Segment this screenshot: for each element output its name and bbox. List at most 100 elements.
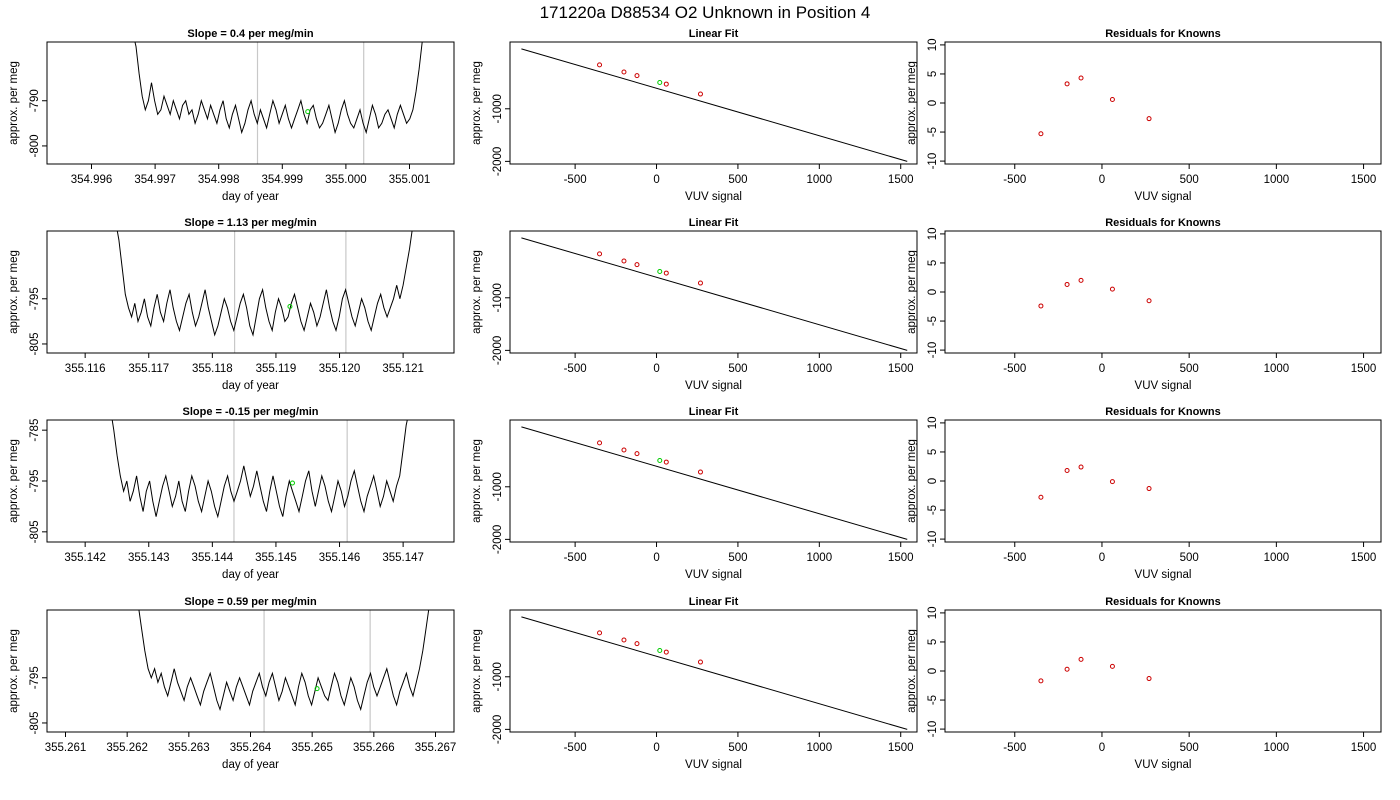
known-point <box>663 81 669 87</box>
x-tick-label: 1000 <box>807 174 833 186</box>
x-tick-label: 1500 <box>888 742 914 754</box>
x-tick-label: 355.144 <box>192 552 234 564</box>
plot-area <box>521 426 908 540</box>
known-point <box>663 459 669 465</box>
y-tick-label: 5 <box>927 449 939 455</box>
y-axis-label: approx. per meg <box>906 61 918 145</box>
residuals-panel: Residuals for Knowns -500 0 500 1000 1500 -10 -… <box>906 217 1382 392</box>
x-tick-label: 355.116 <box>65 363 106 375</box>
known-point <box>634 641 640 647</box>
plot-area <box>521 616 908 730</box>
panel-frame <box>46 419 455 543</box>
unknown-point <box>289 480 295 486</box>
panel-title: Residuals for Knowns <box>1105 217 1221 229</box>
x-tick-label: 1000 <box>807 363 833 375</box>
x-tick-label: 355.267 <box>415 742 457 754</box>
y-axis-label: approx. per meg <box>8 250 20 334</box>
x-tick-label: 355.146 <box>319 552 361 564</box>
x-axis-label: VUV signal <box>1135 380 1192 392</box>
y-tick-label: -805 <box>29 711 41 734</box>
known-point <box>697 659 703 665</box>
panel-title: Slope = 0.4 per meg/min <box>187 28 314 40</box>
x-axis-label: day of year <box>222 759 279 771</box>
x-tick-label: 355.120 <box>319 363 361 375</box>
residual-point <box>1064 468 1070 474</box>
y-axis-label: approx. per meg <box>471 250 483 334</box>
unknown-point <box>657 268 663 274</box>
residual-point <box>1038 303 1044 309</box>
panel-frame <box>944 41 1382 165</box>
x-tick-label: -500 <box>564 363 587 375</box>
y-tick-label: -2000 <box>492 525 504 554</box>
plot-area <box>116 231 413 353</box>
y-axis-label: approx. per meg <box>8 439 20 523</box>
unknown-point <box>657 457 663 463</box>
residual-point <box>1109 97 1115 103</box>
plot-area <box>1038 656 1152 684</box>
y-tick-label: 5 <box>927 71 939 77</box>
x-tick-label: 1000 <box>807 552 833 564</box>
plot-area <box>1038 75 1152 137</box>
series-trace <box>134 42 423 135</box>
plot-area <box>138 610 430 732</box>
unknown-point <box>287 303 293 309</box>
figure-title: 171220a D88534 O2 Unknown in Position 4 <box>540 3 871 22</box>
y-tick-label: -785 <box>29 419 41 442</box>
x-tick-label: -500 <box>564 552 587 564</box>
x-axis-label: day of year <box>222 191 279 203</box>
y-tick-label: 10 <box>927 607 939 620</box>
panel-title: Slope = -0.15 per meg/min <box>182 406 318 418</box>
y-tick-label: -5 <box>927 316 939 326</box>
x-tick-label: 355.145 <box>255 552 297 564</box>
x-tick-label: 1500 <box>888 363 914 375</box>
x-tick-label: 0 <box>653 552 659 564</box>
y-axis-label: approx. per meg <box>8 629 20 713</box>
x-tick-label: 1000 <box>1264 174 1290 186</box>
x-tick-label: 0 <box>653 742 659 754</box>
y-tick-label: 0 <box>927 100 939 106</box>
y-tick-label: -795 <box>29 666 41 689</box>
x-tick-label: 355.142 <box>64 552 106 564</box>
residual-point <box>1078 464 1084 470</box>
panel-frame <box>944 609 1382 733</box>
residual-point <box>1064 81 1070 87</box>
residual-point <box>1038 131 1044 137</box>
y-tick-label: -795 <box>29 469 41 492</box>
x-tick-label: 1500 <box>1351 174 1377 186</box>
residual-point <box>1146 116 1152 122</box>
residual-point <box>1078 656 1084 662</box>
series-trace <box>116 231 413 337</box>
y-tick-label: -5 <box>927 505 939 515</box>
y-tick-label: -10 <box>927 721 939 738</box>
y-tick-label: -790 <box>29 89 41 112</box>
residual-point <box>1146 676 1152 682</box>
residual-point <box>1038 678 1044 684</box>
x-tick-label: 355.265 <box>291 742 333 754</box>
panel-frame <box>944 419 1382 543</box>
x-tick-label: 500 <box>728 552 747 564</box>
timeseries-panel: Slope = 0.59 per meg/min 355.261 355.262 35… <box>8 596 456 771</box>
x-tick-label: 1000 <box>807 742 833 754</box>
x-tick-label: -500 <box>1003 552 1026 564</box>
x-tick-label: 1000 <box>1264 363 1290 375</box>
x-tick-label: 355.263 <box>168 742 210 754</box>
x-tick-label: 500 <box>728 742 747 754</box>
y-tick-label: 10 <box>927 417 939 430</box>
panel-frame <box>509 419 918 543</box>
panel-title: Linear Fit <box>689 596 739 608</box>
x-axis-label: VUV signal <box>1135 759 1192 771</box>
y-tick-label: -1000 <box>492 283 504 312</box>
y-axis-label: approx. per meg <box>906 250 918 334</box>
y-tick-label: -10 <box>927 531 939 548</box>
x-tick-label: 1500 <box>1351 363 1377 375</box>
fit-line <box>521 426 908 540</box>
fit-panel: Linear Fit -500 0 500 1000 1500 -1000 -2000 VUV … <box>471 406 918 581</box>
x-tick-label: 355.121 <box>382 363 424 375</box>
x-tick-label: 0 <box>653 174 659 186</box>
panel-title: Residuals for Knowns <box>1105 406 1221 418</box>
x-tick-label: 354.998 <box>198 174 240 186</box>
panel-frame <box>46 41 455 165</box>
fit-line <box>521 237 908 351</box>
x-tick-label: 355.117 <box>128 363 169 375</box>
